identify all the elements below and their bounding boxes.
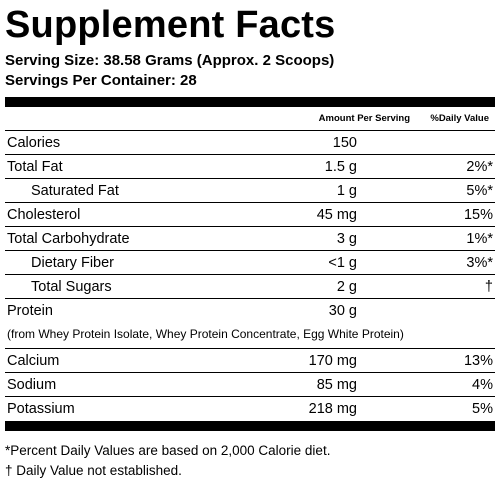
nutrient-name: Saturated Fat — [31, 183, 119, 199]
panel-title: Supplement Facts — [5, 4, 336, 46]
nutrient-amount: 3 g — [336, 231, 357, 247]
nutrient-row-potassium: Potassium 218 mg 5% — [5, 397, 495, 421]
nutrient-name: Protein — [7, 303, 53, 319]
nutrient-row-calcium: Calcium 170 mg 13% — [5, 349, 495, 373]
nutrient-row-saturated-fat: Saturated Fat 1 g 5%* — [5, 179, 495, 203]
nutrient-daily-value: 5%* — [466, 183, 493, 199]
nutrient-row-protein: Protein 30 g — [5, 299, 495, 323]
daily-value-header: %Daily Value — [430, 113, 489, 124]
nutrient-daily-value: 3%* — [466, 255, 493, 271]
nutrient-row-total-carbohydrate: Total Carbohydrate 3 g 1%* — [5, 227, 495, 251]
nutrient-name: Total Sugars — [31, 279, 112, 295]
column-header: Amount Per Serving %Daily Value — [5, 107, 495, 131]
nutrient-row-total-fat: Total Fat 1.5 g 2%* — [5, 155, 495, 179]
serving-size: Serving Size: 38.58 Grams (Approx. 2 Sco… — [5, 52, 335, 69]
servings-per-container: Servings Per Container: 28 — [5, 72, 197, 89]
protein-source-note-row: (from Whey Protein Isolate, Whey Protein… — [5, 323, 495, 349]
nutrient-amount: 218 mg — [308, 401, 357, 417]
nutrient-row-calories: Calories 150 — [5, 131, 495, 155]
nutrient-name: Cholesterol — [7, 207, 81, 223]
not-established-footnote: † Daily Value not established. — [5, 463, 182, 478]
nutrient-daily-value: 5% — [472, 401, 493, 417]
nutrient-row-cholesterol: Cholesterol 45 mg 15% — [5, 203, 495, 227]
nutrient-name: Calories — [7, 135, 61, 151]
amount-per-serving-header: Amount Per Serving — [318, 113, 410, 124]
nutrient-name: Sodium — [7, 377, 57, 393]
nutrient-daily-value: 15% — [463, 207, 493, 223]
nutrient-row-total-sugars: Total Sugars 2 g † — [5, 275, 495, 299]
nutrient-amount: <1 g — [328, 255, 357, 271]
nutrient-name: Total Carbohydrate — [7, 231, 130, 247]
nutrient-daily-value: 4% — [472, 377, 493, 393]
nutrient-amount: 150 — [332, 135, 357, 151]
nutrient-name: Potassium — [7, 401, 75, 417]
nutrient-amount: 170 mg — [308, 353, 357, 369]
nutrient-amount: 85 mg — [316, 377, 357, 393]
nutrient-amount: 1 g — [336, 183, 357, 199]
nutrient-amount: 30 g — [328, 303, 357, 319]
nutrient-name: Total Fat — [7, 159, 63, 175]
thick-divider — [5, 421, 495, 431]
nutrient-amount: 45 mg — [316, 207, 357, 223]
nutrient-row-sodium: Sodium 85 mg 4% — [5, 373, 495, 397]
nutrient-name: Calcium — [7, 353, 60, 369]
nutrient-daily-value: 13% — [463, 353, 493, 369]
nutrient-daily-value: † — [484, 279, 493, 295]
nutrient-amount: 2 g — [336, 279, 357, 295]
footnotes: *Percent Daily Values are based on 2,000… — [5, 441, 495, 481]
nutrient-row-dietary-fiber: Dietary Fiber <1 g 3%* — [5, 251, 495, 275]
nutrient-amount: 1.5 g — [324, 159, 357, 175]
nutrient-daily-value: 1%* — [466, 231, 493, 247]
nutrient-name: Dietary Fiber — [31, 255, 114, 271]
thick-divider — [5, 97, 495, 107]
protein-source-note: (from Whey Protein Isolate, Whey Protein… — [7, 327, 404, 341]
daily-values-footnote: *Percent Daily Values are based on 2,000… — [5, 443, 331, 458]
nutrient-daily-value: 2%* — [466, 159, 493, 175]
supplement-facts-panel: Supplement Facts Serving Size: 38.58 Gra… — [5, 4, 495, 481]
